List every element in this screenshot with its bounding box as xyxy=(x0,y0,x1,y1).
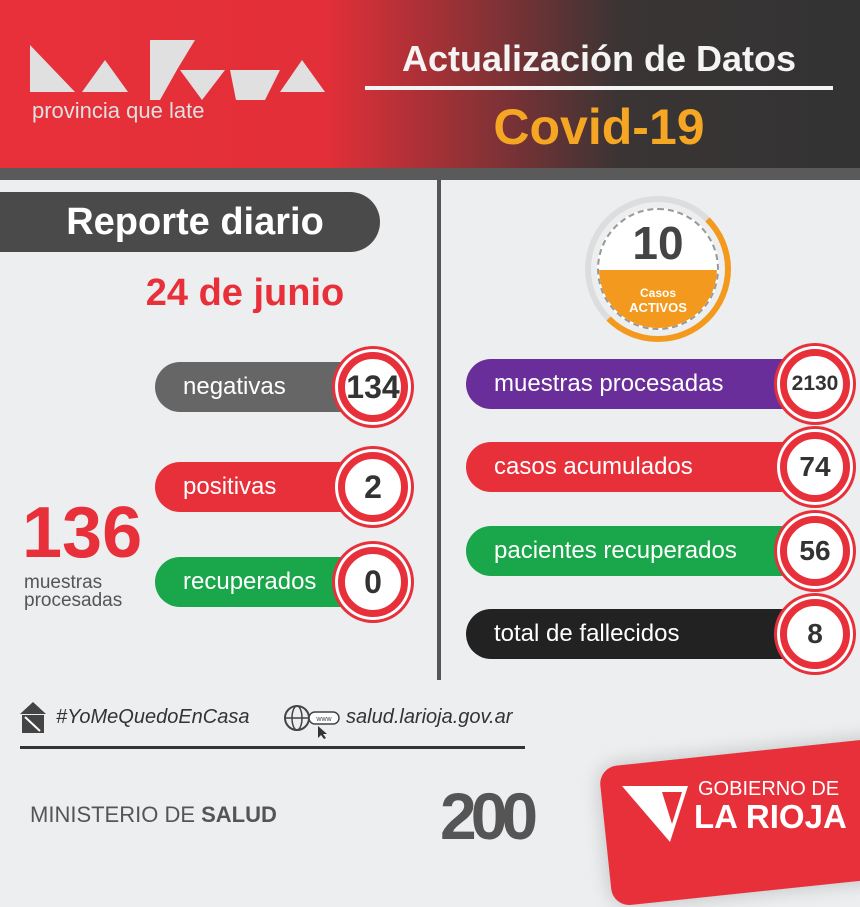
stat-label: pacientes recuperados xyxy=(494,537,737,564)
report-date: 24 de junio xyxy=(145,272,345,314)
stat-value-badge: 0 xyxy=(338,547,408,617)
government-logo-icon xyxy=(622,786,688,842)
stat-value-badge: 2130 xyxy=(780,349,850,419)
footer-rule xyxy=(20,746,525,749)
stat-label: muestras procesadas xyxy=(494,370,724,397)
total-samples-value: 136 xyxy=(22,493,143,573)
header-banner xyxy=(0,0,860,168)
stat-label: total de fallecidos xyxy=(494,620,680,647)
page-title: Actualización de Datos xyxy=(401,38,797,79)
stat-label: positivas xyxy=(183,473,277,500)
stat-bar-total-de-fallecidos: total de fallecidos xyxy=(466,609,806,659)
ministry-bold: SALUD xyxy=(201,802,277,827)
active-cases-value: 10 xyxy=(632,217,684,269)
bicentennial-logo: 200 xyxy=(440,779,538,853)
active-cases-ring xyxy=(585,196,731,342)
page-subtitle: Covid-19 xyxy=(493,99,705,155)
report-title: Reporte diario xyxy=(0,192,380,252)
stat-value-badge: 56 xyxy=(780,516,850,586)
stat-label: recuperados xyxy=(183,568,317,595)
la-rioja-logo xyxy=(30,40,325,100)
stat-value-badge: 2 xyxy=(338,452,408,522)
total-samples-label: muestras procesadas xyxy=(24,572,123,611)
ministry-light: MINISTERIO DE xyxy=(30,802,202,827)
stat-bar-muestras-procesadas: muestras procesadas xyxy=(466,359,806,409)
house-icon xyxy=(20,702,46,733)
stat-bar-casos-acumulados: casos acumulados xyxy=(466,442,806,492)
ministry-name: MINISTERIO DE SALUD xyxy=(30,802,277,828)
stat-value-badge: 134 xyxy=(338,352,408,422)
column-divider xyxy=(437,180,441,680)
active-cases-label-1: Casos xyxy=(639,286,677,300)
stat-bar-pacientes-recuperados: pacientes recuperados xyxy=(466,526,806,576)
active-cases-label-2: ACTIVOS xyxy=(629,300,687,315)
government-line-2: LA RIOJA xyxy=(694,798,847,835)
stat-label: negativas xyxy=(183,373,286,400)
header-strip xyxy=(0,168,860,180)
active-cases-badge: 10 Casos ACTIVOS xyxy=(597,208,719,330)
globe-www-icon: www xyxy=(284,705,340,739)
government-line-1: GOBIERNO DE xyxy=(698,778,840,800)
website-link[interactable]: salud.larioja.gov.ar xyxy=(346,706,513,728)
title-divider xyxy=(365,86,833,90)
logo-tagline: provincia que late xyxy=(32,98,205,123)
stat-value-badge: 8 xyxy=(780,599,850,669)
hashtag: #YoMeQuedoEnCasa xyxy=(56,706,250,728)
stat-label: casos acumulados xyxy=(494,453,693,480)
svg-text:www: www xyxy=(315,716,332,723)
stat-value-badge: 74 xyxy=(780,432,850,502)
